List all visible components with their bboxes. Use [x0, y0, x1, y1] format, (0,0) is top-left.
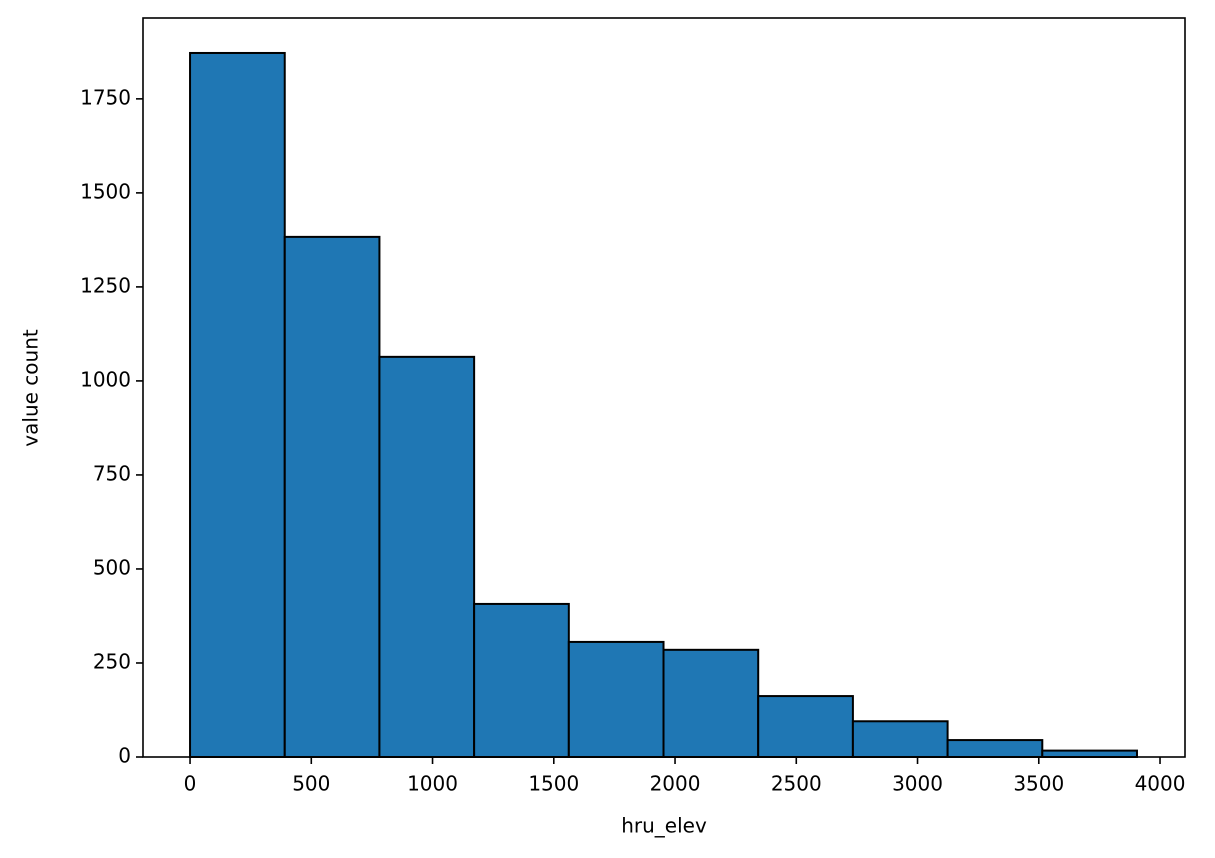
bar [662, 648, 760, 758]
bar [567, 640, 665, 758]
bar [946, 739, 1044, 759]
plot-frame [142, 17, 1186, 758]
x-tick-label: 2000 [650, 772, 701, 796]
y-tick-label: 0 [118, 744, 131, 768]
x-tick-label: 1500 [528, 772, 579, 796]
bar [851, 720, 949, 759]
y-tick-label: 250 [93, 649, 131, 673]
y-tick-label: 750 [93, 461, 131, 485]
bar [189, 51, 286, 758]
x-tick-label: 4000 [1135, 772, 1186, 796]
y-tick-label: 1750 [80, 85, 131, 109]
bar [378, 355, 476, 758]
y-tick-label: 1000 [80, 367, 131, 391]
x-tick-label: 0 [184, 772, 197, 796]
x-tick-label: 2500 [771, 772, 822, 796]
x-axis-label: hru_elev [621, 814, 707, 838]
x-tick-label: 3000 [892, 772, 943, 796]
x-tick-label: 1000 [407, 772, 458, 796]
bar [473, 602, 570, 759]
y-axis-label: value count [19, 329, 43, 447]
y-tick-label: 1500 [80, 179, 131, 203]
x-tick-label: 3500 [1013, 772, 1064, 796]
x-tick-label: 500 [292, 772, 330, 796]
bar [757, 695, 854, 759]
bar [1041, 749, 1138, 759]
y-tick-label: 500 [93, 555, 131, 579]
y-tick-label: 1250 [80, 273, 131, 297]
bar [283, 235, 381, 758]
